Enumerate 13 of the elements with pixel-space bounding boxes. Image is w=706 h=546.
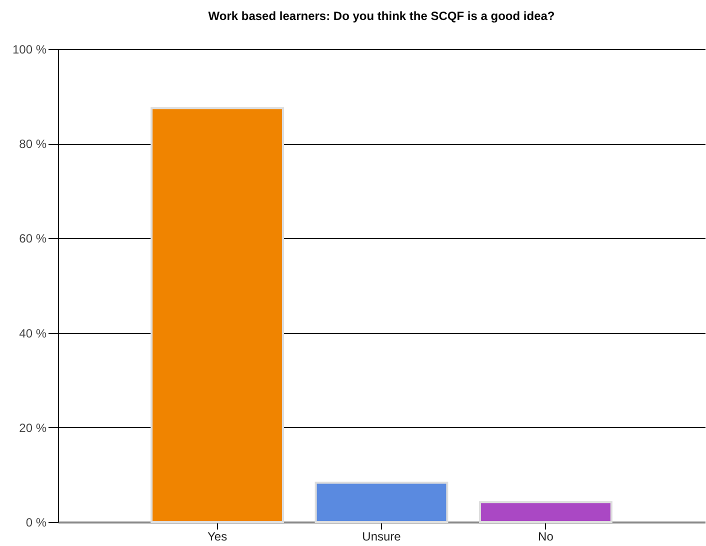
y-tick-label: 40 % xyxy=(19,326,47,340)
x-tick-label: No xyxy=(538,530,554,544)
y-tick-label: 20 % xyxy=(19,420,47,435)
bar xyxy=(479,501,612,523)
bar xyxy=(314,482,448,523)
bar xyxy=(150,107,284,523)
chart-title: Work based learners: Do you think the SCQF is a good idea? xyxy=(208,9,555,23)
y-tick-label: 100 % xyxy=(12,42,47,56)
y-tick-label: 0 % xyxy=(26,516,47,530)
y-tick-label: 60 % xyxy=(19,232,47,246)
x-tick-label: Unsure xyxy=(362,530,402,544)
y-tick-label: 80 % xyxy=(19,137,47,152)
x-tick-label: Yes xyxy=(208,530,228,544)
